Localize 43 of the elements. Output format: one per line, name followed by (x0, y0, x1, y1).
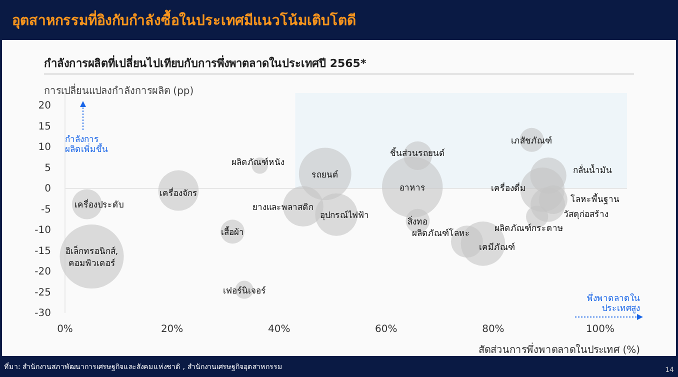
y-tick-label: -10 (34, 225, 51, 236)
x-tick-label: 80% (482, 324, 504, 336)
x-axis-title: สัดส่วนการพึ่งพาตลาดในประเทศ (%) (478, 342, 640, 356)
annotation: เครื่องจักร (159, 187, 198, 200)
x-tick-label: 20% (160, 324, 184, 336)
annotation: อิเล็กทรอนิกส์, คอมพิวเตอร์ (65, 245, 118, 270)
chart-title: อุตสาหกรรมที่อิงกับกำลังซื้อในประเทศมีแนวโน้มเติบโตดี (12, 9, 356, 29)
annotation: เภสัชภัณฑ์ (511, 135, 552, 146)
y-tick-label: -5 (41, 204, 51, 216)
annotation: เครื่องดื่ม (490, 182, 526, 194)
y-tick-label: -20 (34, 266, 51, 278)
annotation: พึ่งพาตลาดใน ประเทศสูง (587, 292, 640, 314)
y-tick-label: 10 (38, 142, 51, 154)
x-tick-label: 0% (57, 324, 73, 336)
annotation: โลหะพื้นฐาน (570, 193, 620, 206)
y-tick-label: 5 (44, 162, 51, 174)
annotation: ผลิตภัณฑ์กระดาษ (494, 223, 564, 234)
annotation: ผลิตภัณฑ์โลหะ (412, 228, 470, 240)
x-tick-label: 100% (586, 324, 615, 336)
annotation: สิ่งทอ (408, 215, 428, 228)
y-tick-label: -25 (34, 287, 51, 298)
chart-subtitle: กำลังการผลิตที่เปลี่ยนไปเทียบกับการพึ่งพาตลาดในประเทศปี 2565* (44, 55, 366, 70)
annotation: วัสดุก่อสร้าง (563, 209, 608, 220)
annotation: ยางและพลาสติก (252, 202, 314, 213)
annotation: อาหาร (399, 184, 426, 194)
x-tick-label: 40% (268, 324, 290, 336)
annotation: ชิ้นส่วนรถยนต์ (390, 147, 446, 160)
y-axis-title: การเปลี่ยนแปลงกำลังการผลิต (pp) (44, 83, 194, 97)
annotation: เครื่องประดับ (74, 198, 124, 211)
annotation: อุปกรณ์ไฟฟ้า (320, 210, 369, 222)
annotation: รถยนต์ (312, 169, 339, 180)
annotation: เฟอร์นิเจอร์ (222, 285, 266, 296)
annotation: เคมีภัณฑ์ (479, 242, 516, 254)
annotation: เสื้อผ้า (221, 226, 244, 238)
x-tick-label: 60% (375, 324, 398, 336)
annotation: กำลังการ ผลิตเพิ่มขึ้น (65, 135, 108, 155)
y-tick-label: 0 (44, 184, 51, 195)
y-tick-label: -30 (34, 308, 51, 320)
annotation: กลั่นน้ำมัน (572, 164, 612, 176)
y-tick-label: 15 (38, 121, 51, 132)
annotation: ผลิตภัณฑ์หนัง (231, 157, 284, 168)
y-tick-label: 20 (38, 100, 51, 112)
y-tick-label: -15 (34, 246, 51, 257)
